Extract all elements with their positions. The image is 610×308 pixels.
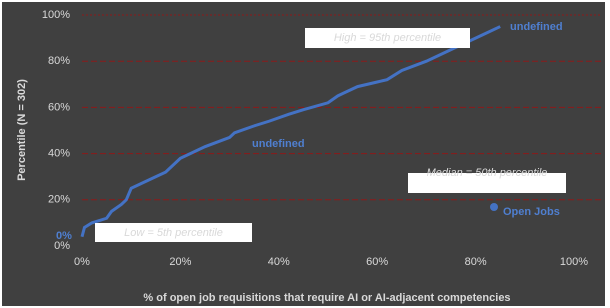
legend-marker xyxy=(490,203,498,211)
y-tick-label: 80% xyxy=(48,55,70,67)
data-label: undefined xyxy=(510,21,563,33)
data-label: 0% xyxy=(56,230,72,242)
y-tick-label: 0% xyxy=(54,240,70,252)
x-tick-label: 100% xyxy=(560,256,588,268)
y-tick-label: 40% xyxy=(48,148,70,160)
y-axis-title: Percentile (N = 302) xyxy=(16,79,28,181)
annotation-box xyxy=(95,223,252,242)
x-tick-label: 60% xyxy=(366,256,388,268)
y-tick-label: 20% xyxy=(48,194,70,206)
data-label: undefined xyxy=(252,138,305,150)
annotation: Median = 50th percentile xyxy=(427,167,548,179)
line xyxy=(80,25,501,238)
annotation-box xyxy=(305,28,470,48)
x-tick-label: 20% xyxy=(169,256,191,268)
x-tick-label: 80% xyxy=(465,256,487,268)
annotation: High = 95th percentile xyxy=(334,32,441,44)
legend-label: Open Jobs xyxy=(503,206,560,218)
x-tick-label: 0% xyxy=(74,256,90,268)
annotation-box xyxy=(408,173,566,193)
x-tick-label: 40% xyxy=(268,256,290,268)
x-axis-title: % of open job requisitions that require … xyxy=(143,292,510,304)
y-tick-label: 100% xyxy=(42,9,70,21)
y-tick-label: 60% xyxy=(48,101,70,113)
annotation: Low = 5th percentile xyxy=(124,227,223,239)
